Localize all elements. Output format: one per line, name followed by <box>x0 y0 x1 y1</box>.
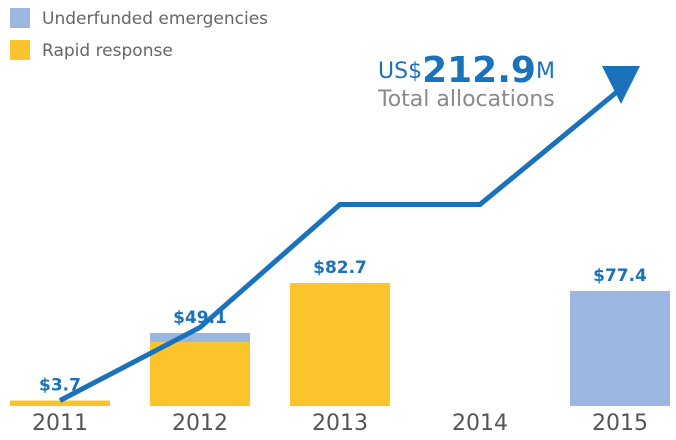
bar-segment <box>150 342 250 406</box>
x-tick-label: 2012 <box>172 411 228 436</box>
bar-segment <box>290 283 390 406</box>
value-label: $77.4 <box>593 266 647 286</box>
value-label: $82.7 <box>313 258 367 278</box>
x-tick-label: 2014 <box>452 411 508 436</box>
annotation-total: US$212.9M <box>378 50 555 91</box>
value-label: $3.7 <box>39 375 81 395</box>
annotation-suffix: M <box>536 59 555 84</box>
legend-swatch <box>10 40 30 60</box>
legend-swatch <box>10 8 30 28</box>
value-label: $49.1 <box>173 308 227 328</box>
legend-label: Rapid response <box>42 41 173 61</box>
annotation-value: 212.9 <box>422 50 536 91</box>
annotation-prefix: US$ <box>378 59 422 84</box>
bar-segment <box>570 290 670 406</box>
bar-segment <box>10 400 110 406</box>
marker-arrow <box>602 66 640 104</box>
x-tick-label: 2013 <box>312 411 368 436</box>
annotation-text: Total allocations <box>377 87 555 112</box>
legend-label: Underfunded emergencies <box>42 9 268 29</box>
x-tick-label: 2011 <box>32 411 88 436</box>
bar-segment <box>150 332 250 343</box>
total-line <box>58 87 622 403</box>
x-tick-label: 2015 <box>592 411 648 436</box>
